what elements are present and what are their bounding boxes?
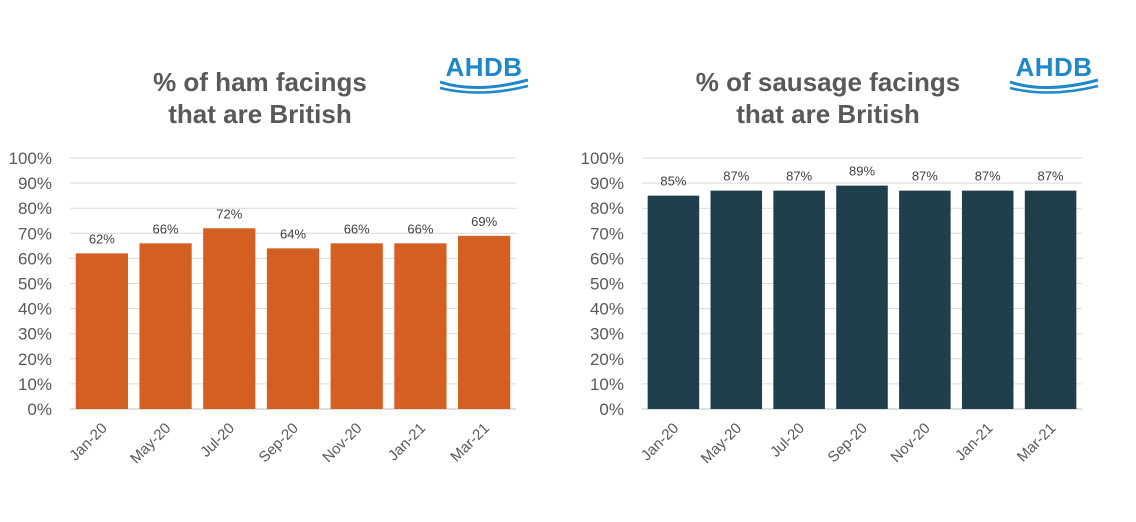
x-tick-label: Nov-20	[887, 420, 933, 466]
x-tick-label: Jan-21	[952, 420, 996, 464]
ham-chart-title-line1: % of ham facings	[153, 67, 367, 97]
sausage-chart-panel: % of sausage facings that are British AH…	[568, 0, 1136, 522]
x-tick-label: Jan-21	[385, 420, 429, 464]
sausage-chart-title: % of sausage facings that are British	[648, 66, 1008, 130]
y-tick-label: 60%	[18, 249, 52, 268]
ahdb-logo: AHDB	[436, 52, 532, 96]
sausage-bar	[836, 185, 888, 409]
x-tick-label: Jan-20	[66, 420, 110, 464]
sausage-bar	[961, 190, 1014, 409]
y-tick-label: 50%	[590, 275, 624, 294]
data-label: 87%	[1038, 169, 1064, 184]
sausage-bar	[710, 190, 763, 409]
sausage-bar	[899, 190, 951, 409]
ahdb-logo-text: AHDB	[1015, 52, 1093, 82]
ham-bar	[330, 243, 383, 409]
y-tick-label: 80%	[590, 199, 624, 218]
x-tick-label: Jul-20	[197, 420, 238, 461]
data-label: 87%	[975, 169, 1001, 184]
data-label: 69%	[471, 214, 497, 229]
y-tick-label: 20%	[18, 350, 52, 369]
x-tick-label: May-20	[127, 420, 174, 467]
y-tick-label: 40%	[18, 300, 52, 319]
ham-bar	[203, 228, 256, 409]
sausage-bar	[647, 195, 700, 409]
data-label: 87%	[786, 169, 812, 184]
y-tick-label: 0%	[27, 400, 52, 419]
data-label: 85%	[660, 174, 686, 189]
data-label: 66%	[153, 221, 179, 236]
x-tick-label: Jul-20	[767, 420, 808, 461]
y-tick-label: 80%	[18, 199, 52, 218]
y-tick-label: 50%	[18, 275, 52, 294]
y-tick-label: 90%	[590, 174, 624, 193]
ham-bar	[266, 248, 320, 409]
y-tick-label: 70%	[590, 224, 624, 243]
data-label: 87%	[723, 169, 749, 184]
ham-bar-chart: 0% 10% 20% 30% 40% 50% 60% 70% 80% 90% 100% 62% Jan-…	[9, 149, 516, 467]
ham-bar	[458, 235, 511, 409]
data-label: 66%	[407, 221, 433, 236]
x-tick-label: Sep-20	[256, 420, 302, 466]
wave-icon	[439, 78, 529, 94]
y-tick-label: 100%	[581, 149, 624, 168]
y-tick-label: 40%	[590, 300, 624, 319]
sausage-chart-title-line2: that are British	[736, 99, 920, 129]
y-tick-label: 10%	[18, 375, 52, 394]
y-tick-label: 70%	[18, 224, 52, 243]
ham-bar	[139, 243, 192, 409]
data-label: 66%	[344, 221, 370, 236]
data-label: 89%	[849, 164, 875, 179]
y-tick-label: 90%	[18, 174, 52, 193]
x-tick-label: Jan-20	[638, 420, 682, 464]
x-tick-label: Mar-21	[447, 420, 493, 466]
y-tick-label: 30%	[590, 325, 624, 344]
sausage-bar	[773, 190, 825, 409]
sausage-chart-title-line1: % of sausage facings	[695, 67, 961, 97]
x-tick-label: May-20	[698, 420, 745, 467]
ahdb-logo-text: AHDB	[445, 52, 523, 82]
x-tick-label: Nov-20	[319, 420, 365, 466]
y-tick-label: 60%	[590, 249, 624, 268]
ahdb-logo: AHDB	[1006, 52, 1102, 96]
ham-bar	[394, 243, 447, 409]
data-label: 64%	[280, 226, 306, 241]
sausage-bar-chart: 0% 10% 20% 30% 40% 50% 60% 70% 80% 90% 100% 85% Jan-…	[581, 149, 1082, 467]
data-label: 62%	[89, 231, 115, 246]
y-tick-label: 10%	[590, 375, 624, 394]
ham-chart-title: % of ham facings that are British	[100, 66, 420, 130]
wave-icon	[1009, 78, 1099, 94]
ham-chart-panel: % of ham facings that are British AHDB 0…	[0, 0, 560, 522]
data-label: 87%	[912, 169, 938, 184]
y-tick-label: 100%	[9, 149, 52, 168]
ham-chart-title-line2: that are British	[168, 99, 352, 129]
ham-bar	[75, 253, 128, 409]
y-tick-label: 0%	[599, 400, 624, 419]
x-tick-label: Sep-20	[825, 420, 871, 466]
y-tick-label: 20%	[590, 350, 624, 369]
data-label: 72%	[216, 206, 242, 221]
sausage-bar	[1024, 190, 1077, 409]
y-tick-label: 30%	[18, 325, 52, 344]
x-tick-label: Mar-21	[1014, 420, 1060, 466]
